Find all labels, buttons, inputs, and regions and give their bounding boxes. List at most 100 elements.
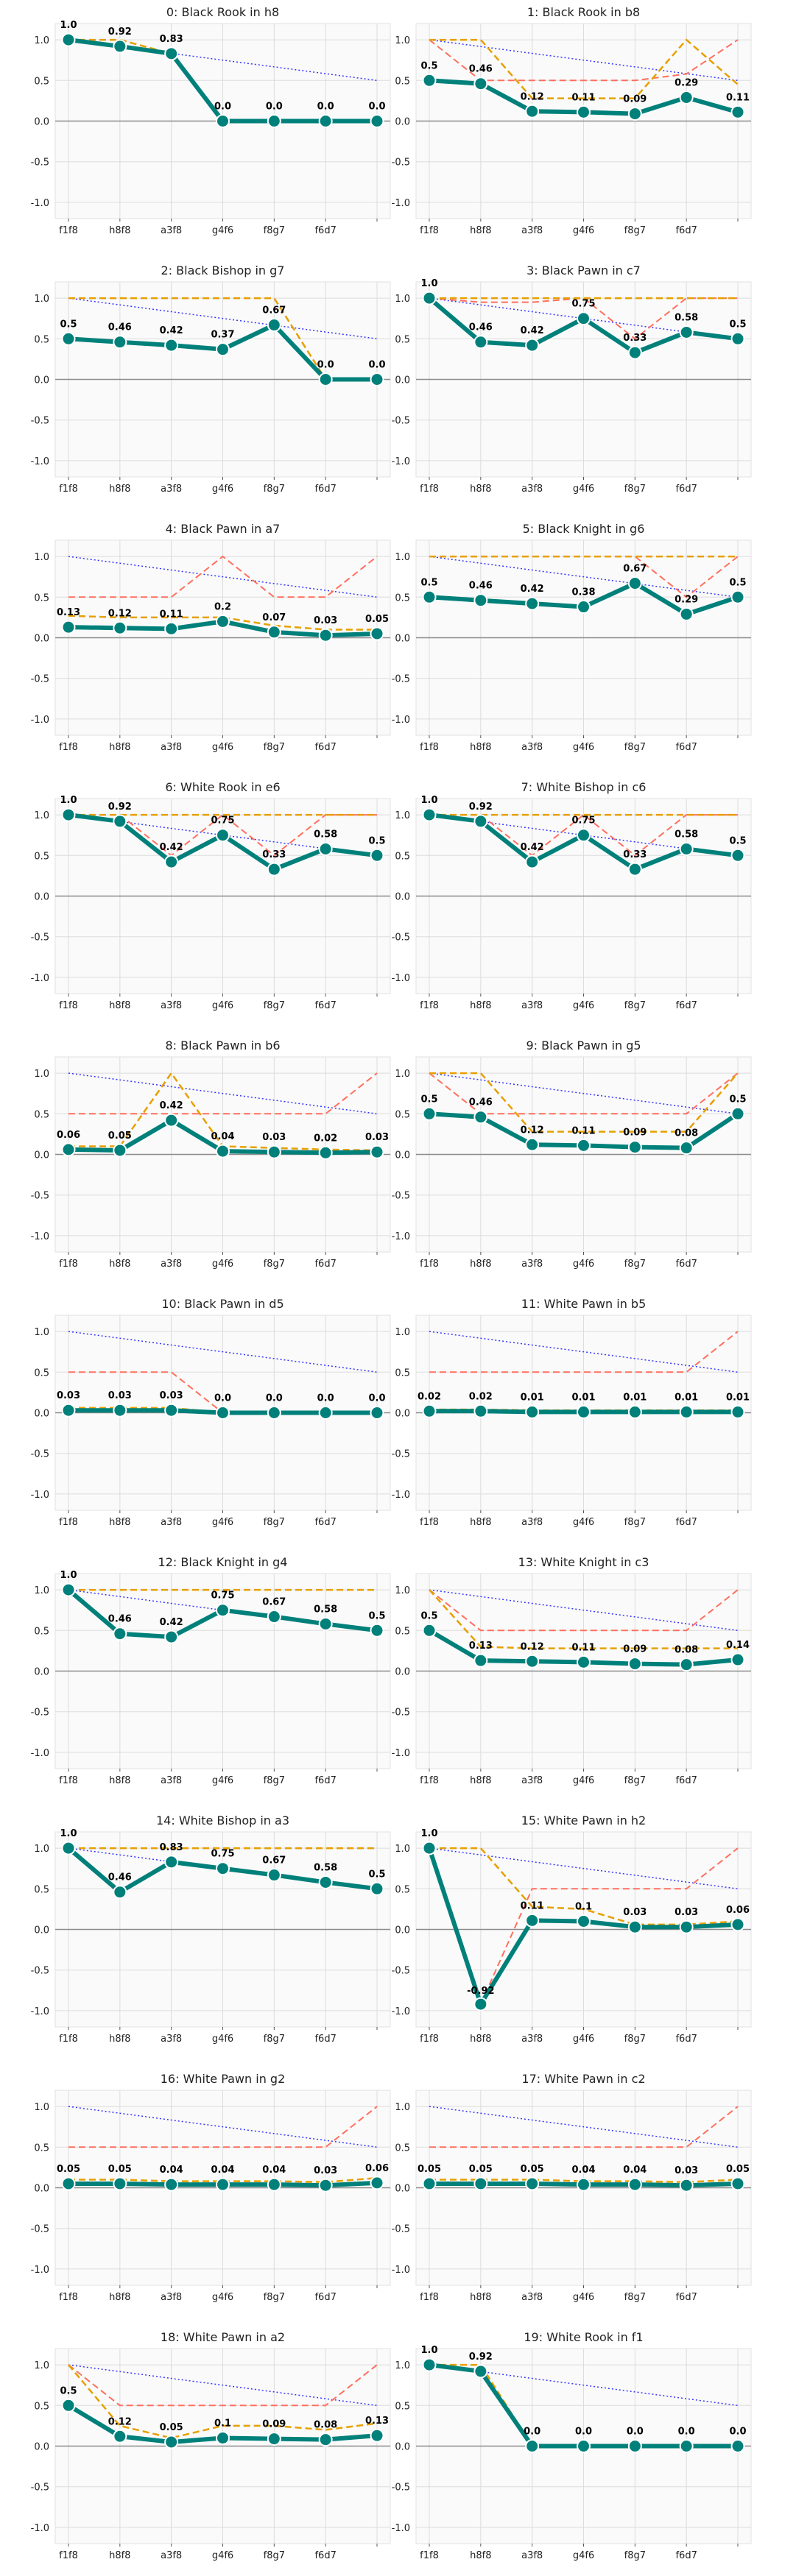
x-tick-label: f6d7 [314, 1000, 336, 1011]
data-label: 0.0 [368, 360, 385, 371]
y-tick-label: 0.0 [34, 2184, 49, 2195]
data-label: 0.42 [521, 584, 544, 595]
data-label: 0.67 [262, 305, 286, 316]
data-label: 0.08 [675, 1645, 698, 1656]
x-tick-label: a3f8 [521, 1000, 543, 1011]
y-tick-label: -1.0 [392, 1490, 410, 1501]
y-tick-label: 1.0 [34, 1069, 49, 1080]
data-label: 0.03 [314, 615, 337, 626]
data-point [113, 814, 127, 829]
x-tick-label: g4f6 [212, 225, 233, 236]
data-point [267, 1610, 281, 1624]
y-tick-label: 1.0 [395, 1327, 410, 1338]
data-label: 0.33 [623, 333, 647, 344]
x-tick-label: f8g7 [264, 2034, 285, 2045]
data-point [730, 331, 745, 346]
data-point [627, 1919, 642, 1934]
data-label: 0.01 [571, 1392, 595, 1403]
data-label: 0.01 [521, 1392, 544, 1403]
x-tick-label: h8f8 [470, 1517, 491, 1528]
data-point [318, 1875, 333, 1889]
x-tick-label: a3f8 [161, 2034, 182, 2045]
data-point [679, 1404, 694, 1419]
data-label: 0.0 [266, 1393, 283, 1404]
y-tick-label: 1.0 [395, 294, 410, 305]
data-point [61, 807, 76, 822]
chart-title: 6: White Rook in e6 [165, 780, 280, 794]
data-label: 0.0 [266, 102, 283, 113]
red-dashed-series [429, 813, 738, 857]
x-tick-label: f6d7 [314, 1775, 336, 1786]
x-tick-label: f8g7 [264, 2550, 285, 2561]
data-point [267, 2432, 281, 2446]
x-tick-label: f6d7 [675, 742, 697, 753]
data-label: 0.92 [469, 2352, 493, 2363]
y-tick-label: 0.5 [34, 1109, 49, 1120]
y-tick-label: -0.5 [31, 674, 49, 685]
x-tick-label: a3f8 [521, 1517, 543, 1528]
data-label: 0.03 [623, 1907, 647, 1918]
data-label: 0.67 [262, 1855, 286, 1866]
data-point [61, 1142, 76, 1157]
data-point [473, 1997, 488, 2011]
x-tick-label: f8g7 [624, 484, 646, 495]
data-label: 0.12 [108, 2416, 132, 2427]
data-label: 0.33 [623, 849, 647, 860]
y-tick-label: 1.0 [395, 552, 410, 563]
y-tick-label: 1.0 [395, 1844, 410, 1855]
data-point [679, 606, 694, 621]
data-label: 0.05 [418, 2164, 441, 2175]
y-tick-label: 0.0 [395, 1150, 410, 1161]
red-dashed-series [68, 2364, 378, 2407]
x-tick-label: f1f8 [420, 2292, 439, 2303]
data-label: 0.11 [571, 1642, 595, 1653]
y-tick-label: -0.5 [392, 933, 410, 944]
data-point [627, 2177, 642, 2192]
data-point [267, 625, 281, 640]
data-point [164, 338, 179, 353]
y-tick-label: 0.5 [395, 1367, 410, 1379]
x-tick-label: a3f8 [161, 225, 182, 236]
data-label: 0.0 [317, 1393, 334, 1404]
x-tick-label: a3f8 [161, 484, 182, 495]
data-point [318, 114, 333, 128]
x-tick-label: f8g7 [264, 742, 285, 753]
x-tick-label: g4f6 [573, 742, 594, 753]
x-tick-label: f8g7 [264, 484, 285, 495]
data-point [730, 848, 745, 863]
x-tick-label: h8f8 [109, 1775, 130, 1786]
data-point [627, 1404, 642, 1419]
y-tick-label: 1.0 [395, 35, 410, 46]
y-tick-label: 1.0 [34, 294, 49, 305]
x-tick-label: f1f8 [59, 1517, 78, 1528]
data-point [216, 614, 230, 629]
x-tick-label: f1f8 [420, 484, 439, 495]
y-tick-label: 0.0 [395, 2442, 410, 2453]
data-point [164, 46, 179, 61]
data-point [318, 1406, 333, 1420]
data-point [730, 1404, 745, 1419]
data-label: 0.05 [469, 2164, 493, 2175]
y-tick-label: -0.5 [392, 1191, 410, 1202]
y-tick-label: 0.5 [395, 2142, 410, 2154]
y-tick-label: 1.0 [395, 810, 410, 821]
x-tick-label: f6d7 [675, 1259, 697, 1270]
data-point [61, 1841, 76, 1855]
data-label: 0.92 [108, 26, 132, 38]
y-tick-label: -0.5 [31, 2483, 49, 2494]
data-label: 0.08 [675, 1128, 698, 1139]
data-point [164, 621, 179, 636]
x-tick-label: h8f8 [109, 2034, 130, 2045]
y-tick-label: -1.0 [392, 973, 410, 984]
y-tick-label: 0.5 [34, 1367, 49, 1379]
y-tick-label: -1.0 [392, 1231, 410, 1242]
x-tick-label: f8g7 [624, 2292, 646, 2303]
y-tick-label: -1.0 [392, 2523, 410, 2534]
data-label: 0.02 [314, 1133, 337, 1144]
chart-title: 12: Black Knight in g4 [158, 1555, 288, 1569]
x-tick-label: f8g7 [624, 2550, 646, 2561]
x-tick-label: f8g7 [624, 1517, 646, 1528]
data-label: 0.04 [211, 1131, 234, 1142]
data-point [318, 372, 333, 386]
data-label: 1.0 [420, 2345, 437, 2356]
